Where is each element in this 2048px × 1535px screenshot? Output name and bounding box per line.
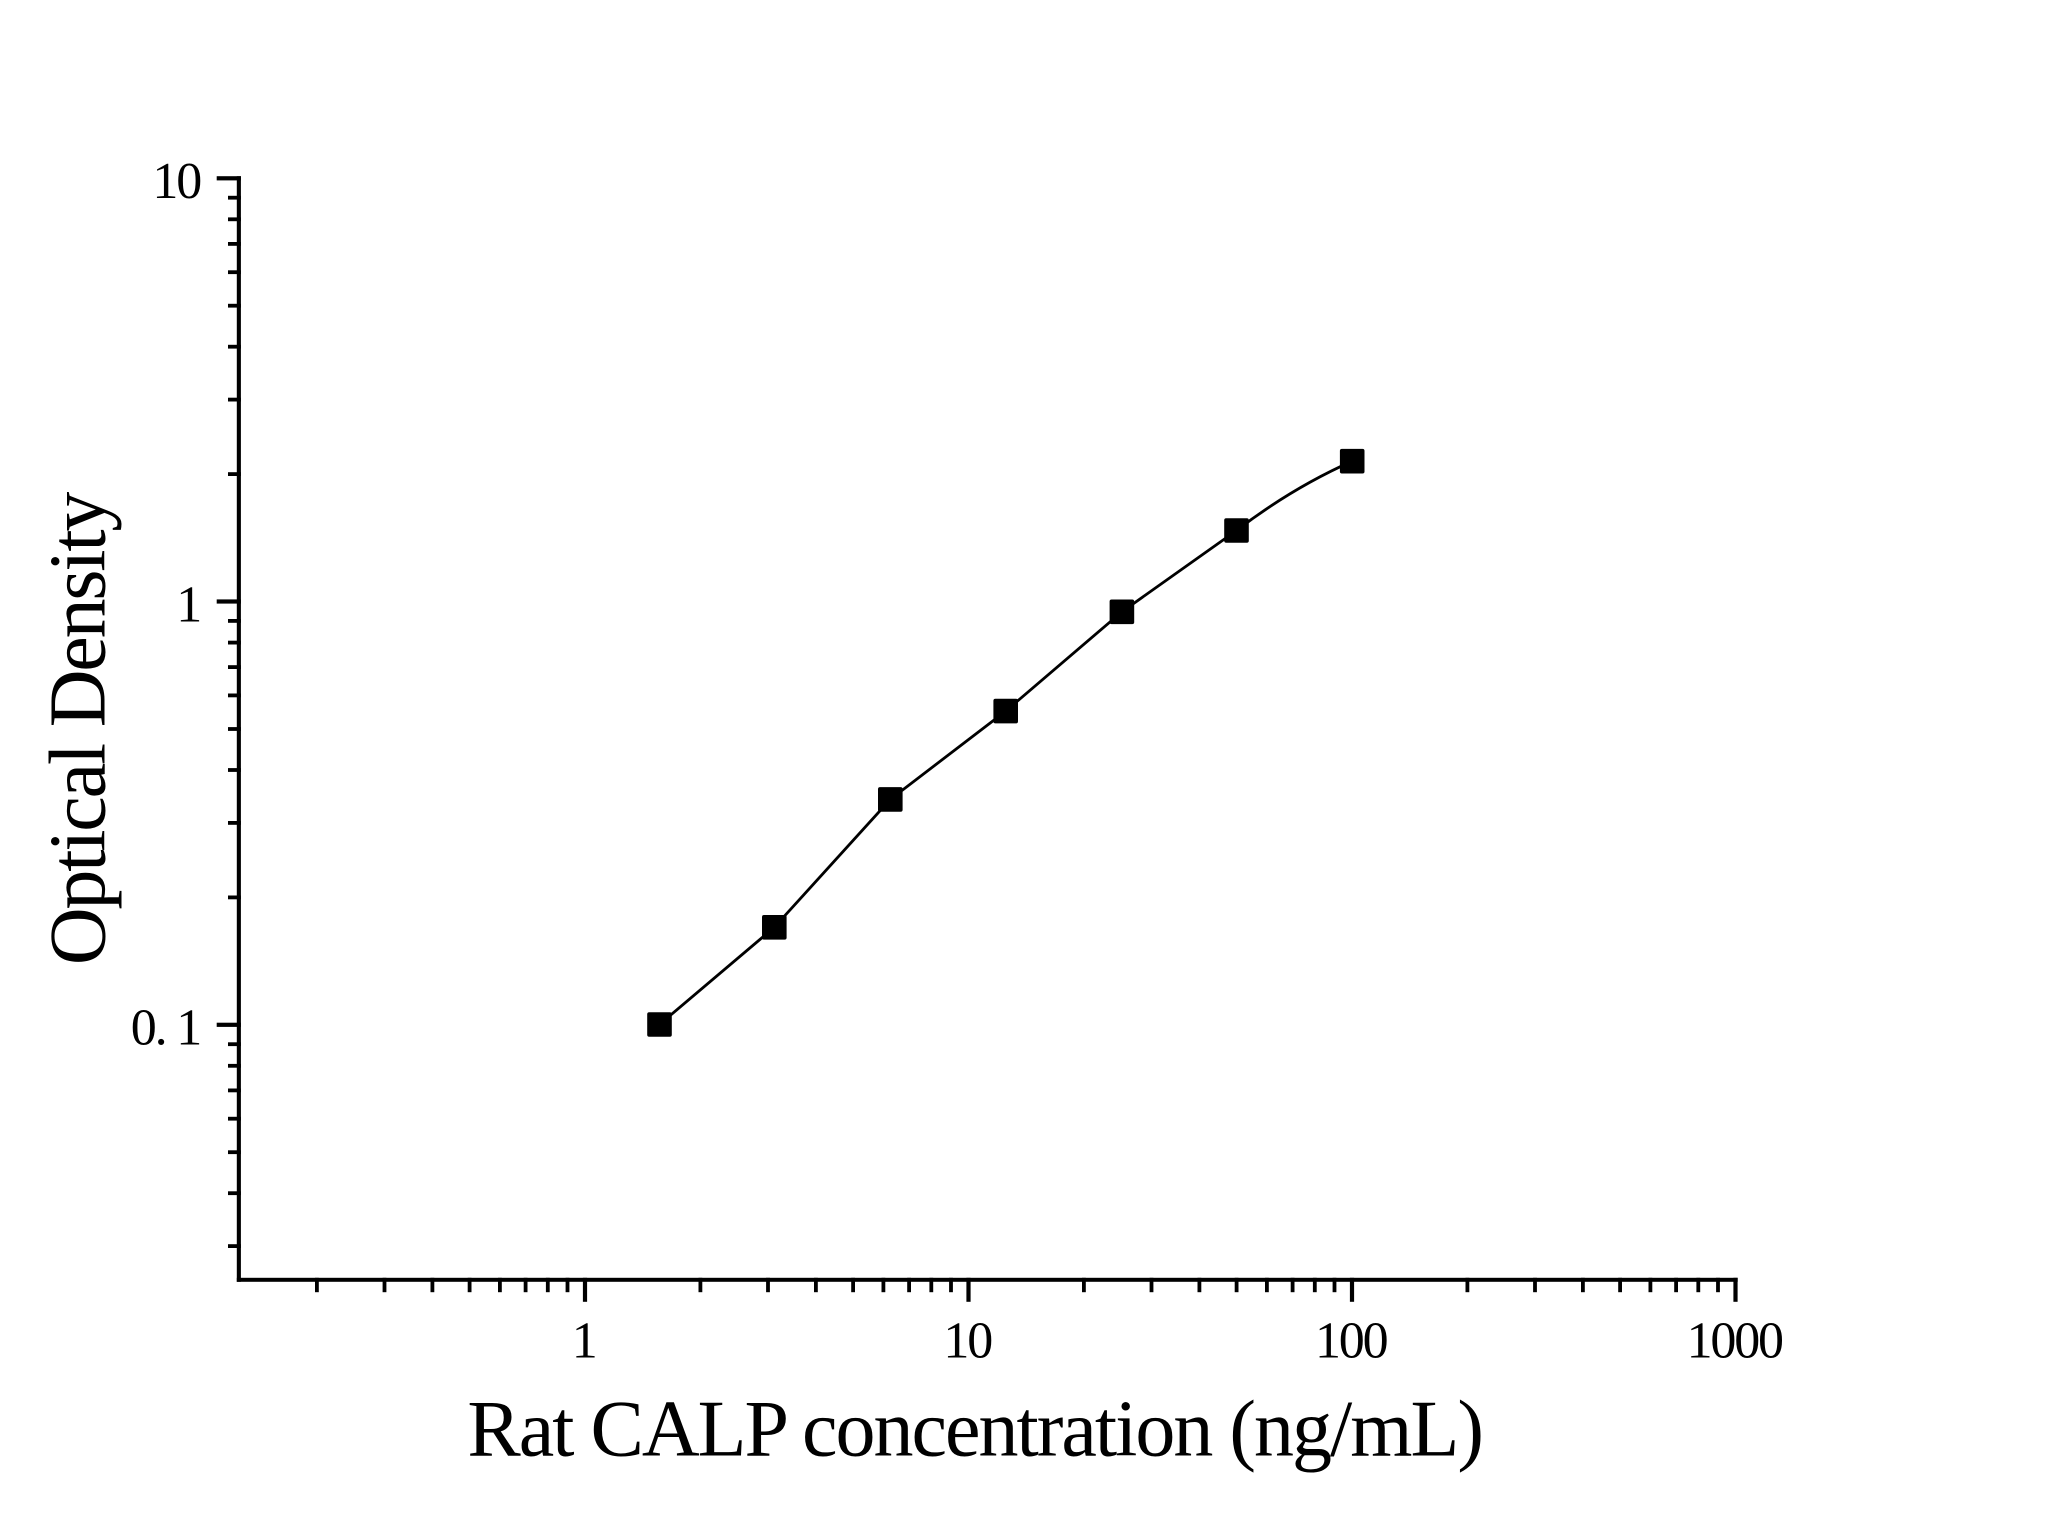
svg-text:1: 1: [176, 576, 200, 633]
svg-text:0. 1: 0. 1: [131, 1000, 200, 1057]
svg-text:10: 10: [152, 153, 201, 210]
svg-text:Rat CALP concentration (ng/mL): Rat CALP concentration (ng/mL): [467, 1386, 1482, 1474]
svg-text:1000: 1000: [1687, 1313, 1783, 1370]
svg-text:1: 1: [572, 1313, 596, 1370]
svg-text:Optical Density: Optical Density: [35, 492, 123, 966]
svg-text:10: 10: [943, 1313, 992, 1370]
svg-text:100: 100: [1315, 1313, 1388, 1370]
